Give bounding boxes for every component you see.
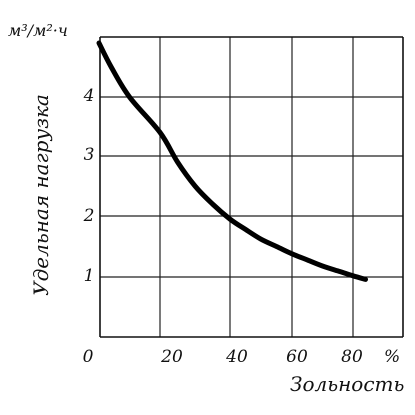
chart-frame <box>99 36 404 338</box>
x-tick-labels: 0 20 40 60 80 <box>83 347 363 367</box>
y-tick-label: 3 <box>84 145 95 165</box>
x-tick-label: 80 <box>341 347 363 367</box>
x-tick-label: 40 <box>225 347 248 367</box>
y-tick-label: 4 <box>83 86 95 106</box>
data-curve <box>96 40 368 282</box>
y-axis-title: Удельная нагрузка <box>29 94 53 296</box>
grid <box>100 37 403 337</box>
y-tick-label: 2 <box>83 206 95 226</box>
y-tick-labels: 1 2 3 4 <box>83 86 95 286</box>
y-unit-label: м³/м²·ч <box>8 21 68 40</box>
x-tick-label: 20 <box>160 347 183 367</box>
y-tick-label: 1 <box>84 266 95 286</box>
x-tick-label: 0 <box>83 347 94 367</box>
x-tick-label: 60 <box>286 347 308 367</box>
data-curve-group <box>96 40 368 282</box>
x-unit-label: % <box>384 347 400 367</box>
x-axis-title: Зольность <box>290 372 404 396</box>
